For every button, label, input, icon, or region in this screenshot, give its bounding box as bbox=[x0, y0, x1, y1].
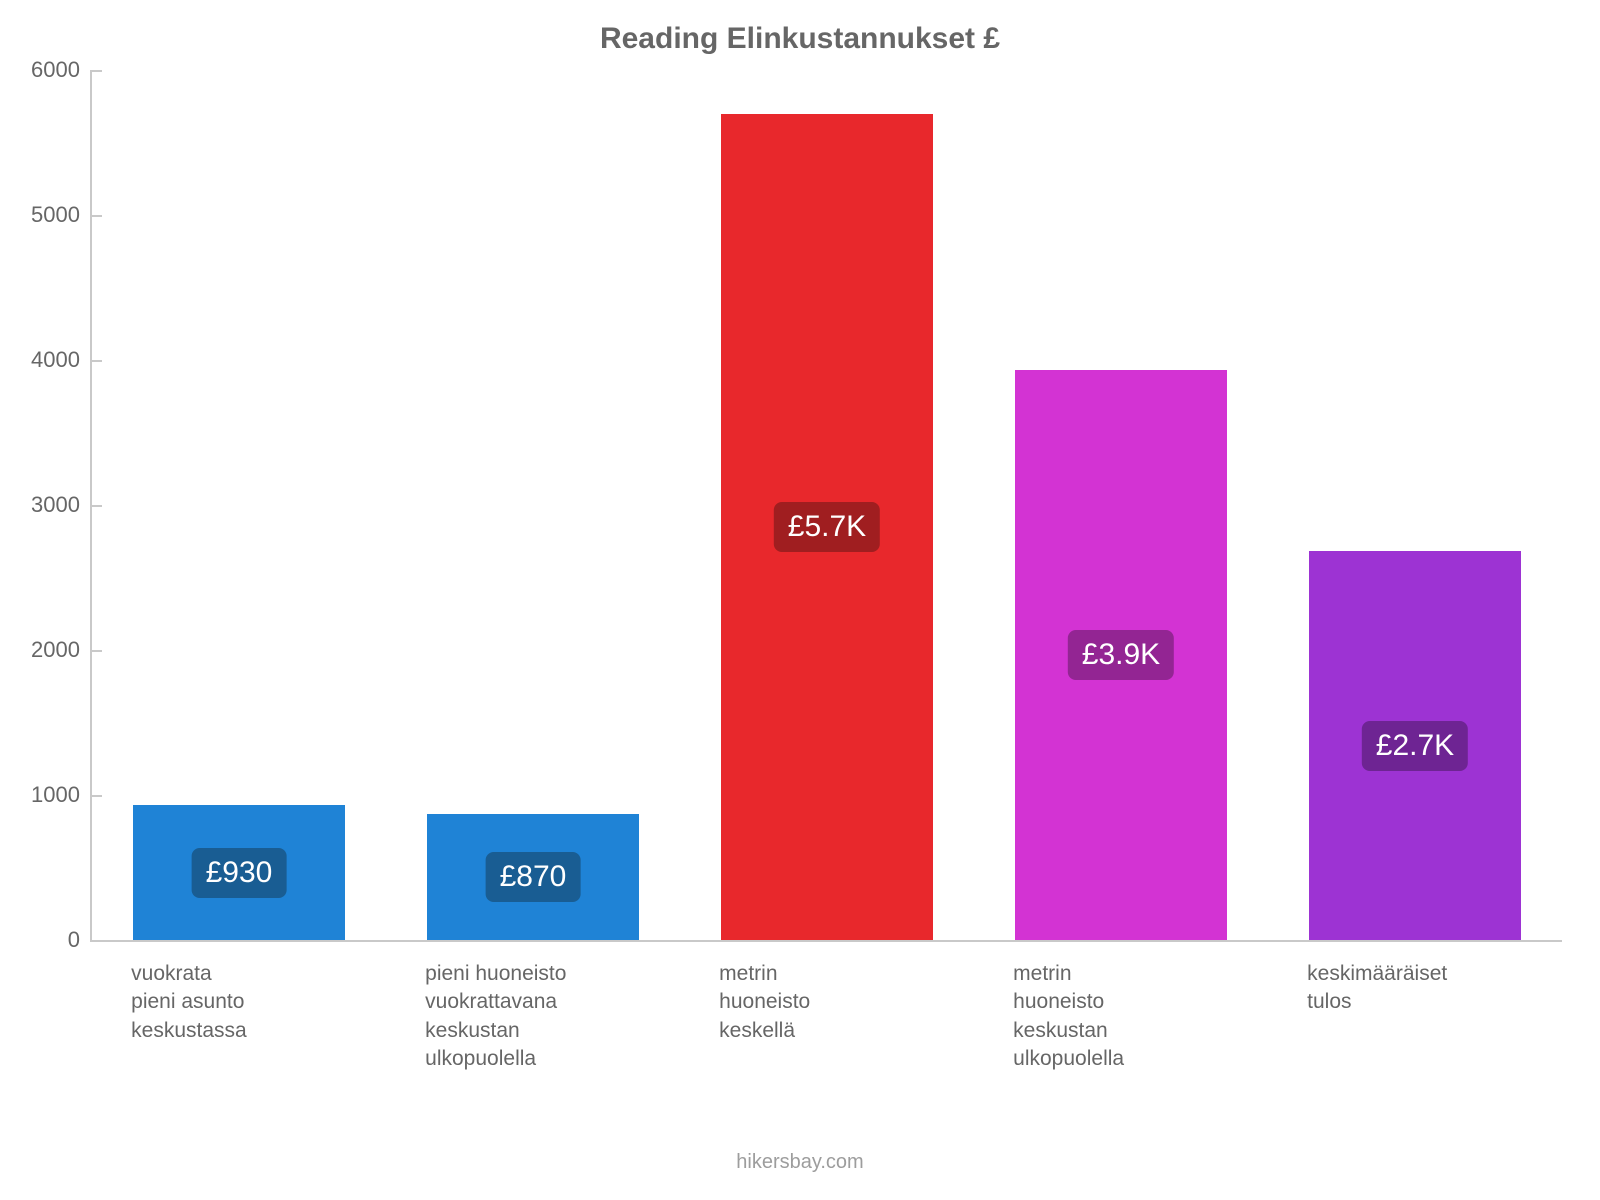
x-category-label: vuokrata pieni asunto keskustassa bbox=[131, 960, 343, 1045]
bar-value-badge: £2.7K bbox=[1362, 721, 1468, 771]
footer-attribution: hikersbay.com bbox=[0, 1151, 1600, 1174]
y-tick-label: 6000 bbox=[10, 57, 80, 83]
bars-group: £930 £870 £5.7K £3.9K £2.7K bbox=[92, 70, 1562, 940]
bar-value-badge: £3.9K bbox=[1068, 630, 1174, 680]
y-tick-label: 0 bbox=[10, 927, 80, 953]
x-category-label: pieni huoneisto vuokrattavana keskustan … bbox=[425, 960, 637, 1073]
y-tick-label: 4000 bbox=[10, 347, 80, 373]
y-tick-label: 1000 bbox=[10, 782, 80, 808]
y-tick-label: 2000 bbox=[10, 637, 80, 663]
y-tick-label: 5000 bbox=[10, 202, 80, 228]
x-category-label: metrin huoneisto keskellä bbox=[719, 960, 931, 1045]
cost-of-living-chart: Reading Elinkustannukset £ £930 £870 £5.7K… bbox=[0, 0, 1600, 1200]
chart-title: Reading Elinkustannukset £ bbox=[0, 22, 1600, 56]
x-category-label: metrin huoneisto keskustan ulkopuolella bbox=[1013, 960, 1225, 1073]
plot-area: £930 £870 £5.7K £3.9K £2.7K bbox=[90, 70, 1562, 942]
bar-value-badge: £930 bbox=[192, 848, 287, 898]
x-category-label: keskimääräiset tulos bbox=[1307, 960, 1519, 1017]
bar-value-badge: £870 bbox=[486, 852, 581, 902]
y-tick bbox=[92, 940, 102, 942]
y-tick-label: 3000 bbox=[10, 492, 80, 518]
bar-value-badge: £5.7K bbox=[774, 502, 880, 552]
